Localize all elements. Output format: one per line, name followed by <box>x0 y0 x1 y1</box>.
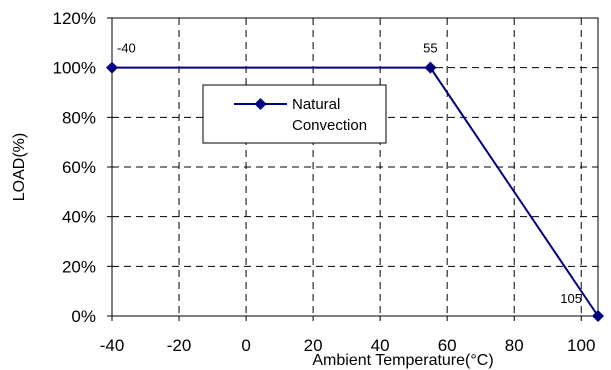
y-tick-label: 60% <box>62 158 96 177</box>
legend-line-1: Natural <box>292 96 340 113</box>
data-point-marker <box>424 61 437 74</box>
legend: Natural Convection <box>202 84 387 144</box>
x-tick-label: 20 <box>304 336 323 355</box>
grid-lines <box>112 18 598 316</box>
x-tick-label: -20 <box>167 336 192 355</box>
y-axis-title: LOAD(%) <box>11 133 28 201</box>
x-tick-label: 100 <box>567 336 595 355</box>
x-tick-label: -40 <box>100 336 125 355</box>
x-tick-label: 40 <box>371 336 390 355</box>
series-natural-convection <box>106 61 604 322</box>
point-label: 55 <box>423 41 437 56</box>
y-tick-label: 0% <box>71 307 96 326</box>
point-label: -40 <box>117 41 136 56</box>
data-point-marker <box>106 61 118 74</box>
x-axis-title: Ambient Temperature(°C) <box>312 352 493 369</box>
y-tick-label: 80% <box>62 108 96 127</box>
data-point-marker <box>592 310 604 322</box>
point-label: 105 <box>560 291 582 306</box>
y-tick-label: 120% <box>53 9 96 28</box>
y-tick-label: 100% <box>53 59 96 78</box>
legend-box <box>202 84 387 144</box>
legend-line-2: Convection <box>292 117 367 134</box>
y-tick-label: 20% <box>62 257 96 276</box>
x-tick-label: 0 <box>241 336 250 355</box>
point-labels: -40 55 105 <box>117 41 582 306</box>
y-tick-label: 40% <box>62 208 96 227</box>
y-axis-ticks: 0% 20% 40% 60% 80% 100% 120% <box>53 9 112 326</box>
x-axis-ticks: -40 -20 0 20 40 60 80 100 <box>100 316 595 355</box>
legend-diamond-marker <box>254 98 267 110</box>
x-tick-label: 60 <box>438 336 457 355</box>
x-tick-label: 80 <box>505 336 524 355</box>
